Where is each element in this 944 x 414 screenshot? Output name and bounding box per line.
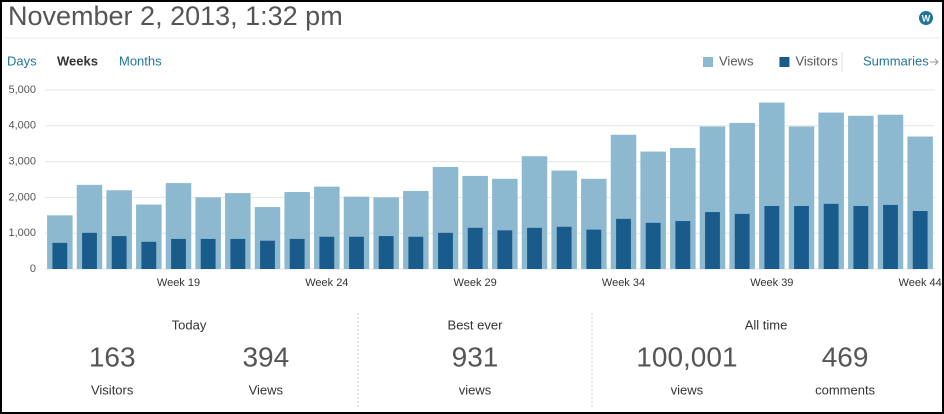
bar: [853, 205, 869, 269]
stat-label: Views: [249, 382, 284, 397]
x-tick-label: Week 19: [157, 277, 200, 289]
x-tick-label: Week 34: [602, 277, 645, 289]
bar: [111, 236, 127, 269]
summaries-arrow: [930, 58, 939, 66]
bar: [289, 238, 305, 269]
bar: [734, 213, 750, 269]
y-tick-label: 4,000: [8, 120, 36, 132]
bar: [823, 203, 839, 269]
bar: [883, 204, 898, 269]
summaries-link[interactable]: Summaries: [863, 53, 929, 68]
bar: [200, 238, 216, 269]
bar: [645, 222, 661, 269]
stat-value: 931: [452, 341, 499, 372]
legend-label: Views: [719, 53, 754, 68]
x-tick-label: Week 29: [454, 277, 497, 289]
stat-value: 163: [89, 341, 136, 372]
wp-logo-letter: W: [922, 13, 931, 23]
bar: [586, 229, 602, 269]
y-tick-label: 1,000: [8, 227, 36, 239]
x-tick-label: Week 39: [750, 277, 793, 289]
stat-value: 100,001: [636, 341, 737, 372]
stat-heading: Best ever: [448, 317, 504, 332]
bar: [764, 205, 780, 269]
bar: [705, 212, 720, 269]
bar: [912, 211, 928, 269]
bar: [82, 232, 97, 269]
stat-label: views: [671, 382, 704, 397]
x-tick-label: Week 24: [305, 277, 348, 289]
stat-label: Visitors: [91, 382, 134, 397]
tab-weeks[interactable]: Weeks: [57, 53, 98, 68]
bar: [52, 242, 68, 269]
stat-label: comments: [815, 382, 875, 397]
bar: [497, 230, 513, 269]
legend-swatch: [779, 57, 790, 67]
legend-swatch: [703, 57, 713, 67]
stat-label: views: [459, 382, 492, 397]
y-tick-label: 3,000: [8, 156, 36, 168]
bar: [675, 221, 691, 269]
bar: [171, 238, 186, 269]
bar: [527, 227, 542, 269]
wp-logo: [919, 11, 933, 25]
y-tick-label: 2,000: [8, 191, 36, 203]
tab-days[interactable]: Days: [7, 53, 37, 68]
bar: [230, 238, 246, 269]
y-tick-label: 0: [30, 263, 36, 275]
legend-label: Visitors: [795, 53, 838, 68]
bar: [319, 236, 335, 269]
bar: [556, 226, 572, 269]
stat-value: 469: [822, 341, 869, 372]
bar: [467, 227, 483, 269]
bar: [141, 241, 157, 269]
bar: [349, 236, 364, 269]
bar: [794, 205, 809, 269]
y-tick-label: 5,000: [8, 84, 36, 96]
stat-value: 394: [242, 341, 289, 372]
bar: [438, 232, 453, 269]
tab-months[interactable]: Months: [119, 53, 162, 68]
page-title: November 2, 2013, 1:32 pm: [8, 1, 343, 31]
bar: [408, 236, 424, 269]
bar: [260, 240, 275, 269]
stat-heading: All time: [745, 317, 788, 332]
bar: [616, 218, 631, 269]
bar: [378, 236, 394, 269]
x-tick-label: Week 44: [899, 277, 942, 289]
stat-heading: Today: [172, 317, 207, 332]
